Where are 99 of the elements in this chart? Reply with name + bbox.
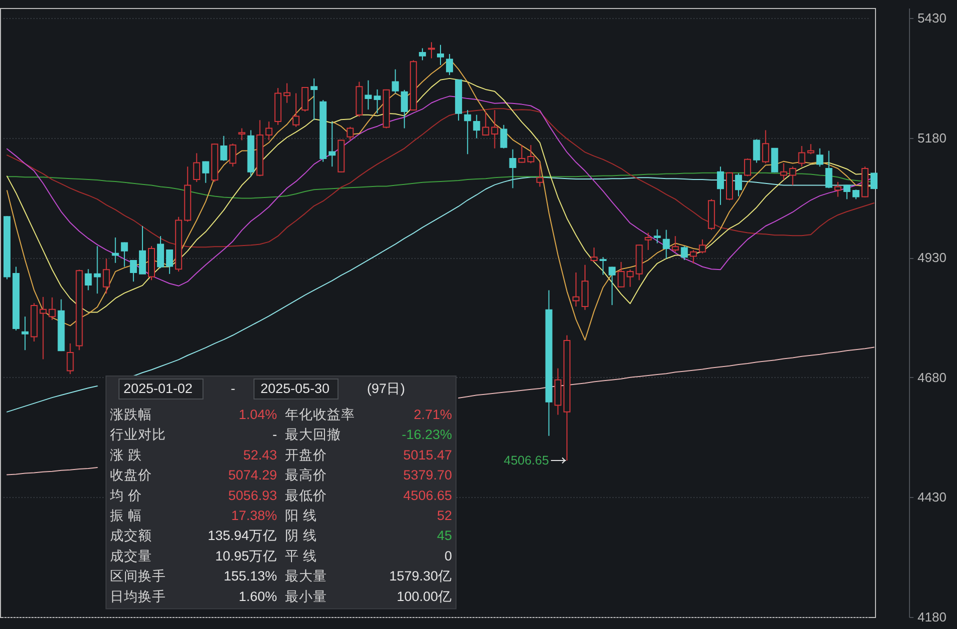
annotation: 振 幅: [110, 508, 142, 523]
candlestick: [672, 236, 679, 252]
annotation: 涨 跌: [110, 447, 142, 462]
y-tick-label: 4430: [918, 490, 946, 505]
candlestick: [690, 249, 697, 264]
annotation: 2025-05-30: [260, 381, 330, 396]
annotation: 52.43: [243, 447, 277, 462]
annotation: -: [230, 381, 236, 396]
candlestick: [608, 266, 616, 306]
candlestick: [762, 130, 770, 164]
candlestick: [518, 144, 526, 164]
annotation: (97日): [366, 381, 406, 396]
y-tick-label: 4930: [918, 250, 946, 266]
candlestick: [590, 247, 598, 262]
y-tick-label: 5430: [918, 10, 946, 26]
candlestick: [536, 162, 544, 188]
annotation: 1.04%: [238, 407, 277, 422]
annotation: 均 价: [109, 488, 142, 503]
candlestick: [66, 342, 74, 375]
candlestick: [834, 181, 842, 198]
annotation: 17.38%: [231, 508, 277, 523]
annotation: 135.94万亿: [208, 528, 277, 544]
candlestick: [735, 172, 742, 197]
candlestick: [500, 124, 508, 149]
annotation: 开盘价: [285, 447, 327, 462]
candlestick: [491, 110, 498, 149]
annotation: 阳 线: [285, 508, 317, 523]
candlestick: [473, 114, 480, 139]
annotation: -16.23%: [402, 427, 452, 442]
annotation: 最大回撤: [285, 427, 341, 442]
annotation: 最大量: [285, 568, 327, 584]
annotation: 10.95万亿: [215, 548, 277, 564]
candlestick: [626, 269, 634, 288]
candlestick: [680, 246, 688, 261]
candlestick: [572, 272, 580, 308]
annotation: 4506.65: [403, 488, 452, 503]
annotation: 5015.47: [403, 447, 452, 462]
annotation: 日均换手: [110, 588, 166, 604]
candlestick: [716, 166, 724, 206]
candlestick: [753, 138, 760, 164]
candlestick: [662, 229, 670, 260]
candlestick: [392, 68, 399, 94]
annotation: 最高价: [285, 468, 327, 483]
candlestick: [744, 158, 752, 177]
candlestick: [374, 88, 381, 114]
candlestick: [446, 54, 454, 76]
annotation: 1579.30亿: [389, 568, 452, 584]
candlestick: [418, 48, 426, 61]
y-tick-label: 4680: [918, 370, 946, 385]
annotation: 年化收益率: [285, 407, 355, 422]
annotation: 行业对比: [110, 427, 166, 442]
candlestick: [364, 80, 372, 110]
y-tick-label: 4180: [918, 610, 946, 624]
annotation: 1.60%: [238, 588, 277, 604]
candlestick: [771, 148, 778, 173]
candlestick: [843, 184, 850, 200]
candlestick: [437, 44, 444, 66]
candlestick: [825, 150, 832, 189]
annotation: 5379.70: [403, 468, 452, 483]
annotation: 平 线: [285, 548, 317, 564]
candlestick: [464, 110, 472, 155]
annotation: 45: [436, 528, 452, 544]
annotation: 5074.29: [228, 468, 277, 483]
candlestick: [618, 261, 625, 288]
annotation: 最低价: [285, 488, 327, 503]
candlestick: [328, 121, 336, 168]
candlestick: [400, 89, 408, 129]
candlestick: [698, 238, 706, 254]
candlestick: [789, 166, 796, 186]
candlestick: [482, 110, 490, 136]
candlestick: [852, 189, 860, 200]
annotation: 收盘价: [110, 468, 152, 483]
candlestick: [807, 144, 814, 155]
y-tick-label: 5180: [918, 130, 946, 146]
annotation: 涨跌幅: [110, 407, 152, 422]
candlestick: [346, 126, 354, 141]
candlestick: [816, 148, 824, 168]
annotation: 52: [436, 508, 452, 523]
annotation: 5056.93: [228, 488, 277, 503]
annotation: 2025-01-02: [123, 381, 193, 396]
annotation: 区间换手: [110, 568, 166, 584]
annotation: 100.00亿: [396, 588, 452, 604]
candlestick: [798, 145, 806, 168]
annotation: 0: [444, 548, 452, 564]
annotation: 155.13%: [224, 568, 277, 584]
annotation: 成交额: [110, 528, 152, 544]
annotation: 阴 线: [285, 528, 317, 544]
candlestick: [600, 256, 607, 276]
annotation: 最小量: [285, 588, 327, 604]
candlestick: [644, 232, 652, 250]
candlestick: [509, 148, 516, 189]
candlestick: [654, 228, 661, 244]
annotation: 2.71%: [414, 407, 452, 422]
candlestick: [428, 42, 435, 59]
annotation: 成交量: [110, 548, 152, 564]
annotation: -: [272, 427, 277, 442]
annotation: 4506.65: [504, 453, 549, 468]
candlestick: [527, 144, 534, 164]
candlestick: [780, 162, 788, 181]
